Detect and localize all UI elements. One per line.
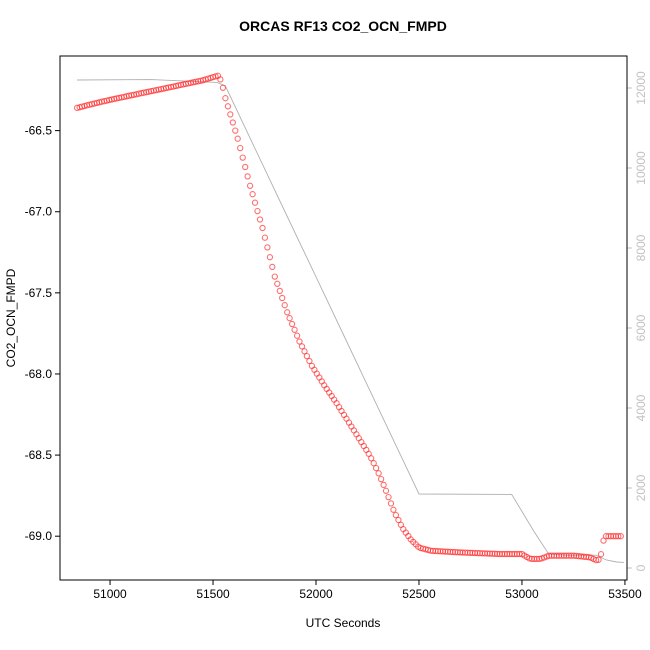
y-right-tick-label: 4000: [634, 394, 648, 421]
y-left-tick-label: -67.5: [25, 286, 53, 300]
x-tick-label: 52500: [402, 587, 436, 601]
y-axis-title: CO2_OCN_FMPD: [4, 268, 18, 367]
chart-title: ORCAS RF13 CO2_OCN_FMPD: [239, 18, 447, 34]
y-right-tick-label: 2000: [634, 474, 648, 501]
plot-border: [59, 55, 628, 581]
x-tick-label: 53500: [608, 587, 642, 601]
x-tick-label: 51500: [196, 587, 230, 601]
y-right-tick-label: 12000: [634, 71, 648, 105]
co2-ocn-fmpd-points: [73, 72, 624, 564]
y-right-tick-label: 10000: [634, 151, 648, 185]
x-tick-label: 51000: [93, 587, 127, 601]
secondary-trace-line: [77, 79, 624, 563]
y-left-tick-label: -68.5: [25, 448, 53, 462]
y-right-tick-label: 8000: [634, 234, 648, 261]
axes: 51000 51500 52000 52500 53000 53500 -66.5 -67.0…: [25, 71, 648, 601]
y-left-tick-label: -67.0: [25, 205, 53, 219]
x-tick-label: 53000: [505, 587, 539, 601]
plot-area: 51000 51500 52000 52500 53000 53500 -66.5 -67.0…: [25, 55, 648, 601]
y-left-tick-label: -69.0: [25, 529, 53, 543]
x-tick-label: 52000: [299, 587, 333, 601]
y-right-tick-label: 6000: [634, 314, 648, 341]
y-left-tick-label: -66.5: [25, 124, 53, 138]
y-right-tick-label: 0: [634, 564, 648, 571]
x-axis-title: UTC Seconds: [306, 616, 381, 630]
y-left-tick-label: -68.0: [25, 367, 53, 381]
